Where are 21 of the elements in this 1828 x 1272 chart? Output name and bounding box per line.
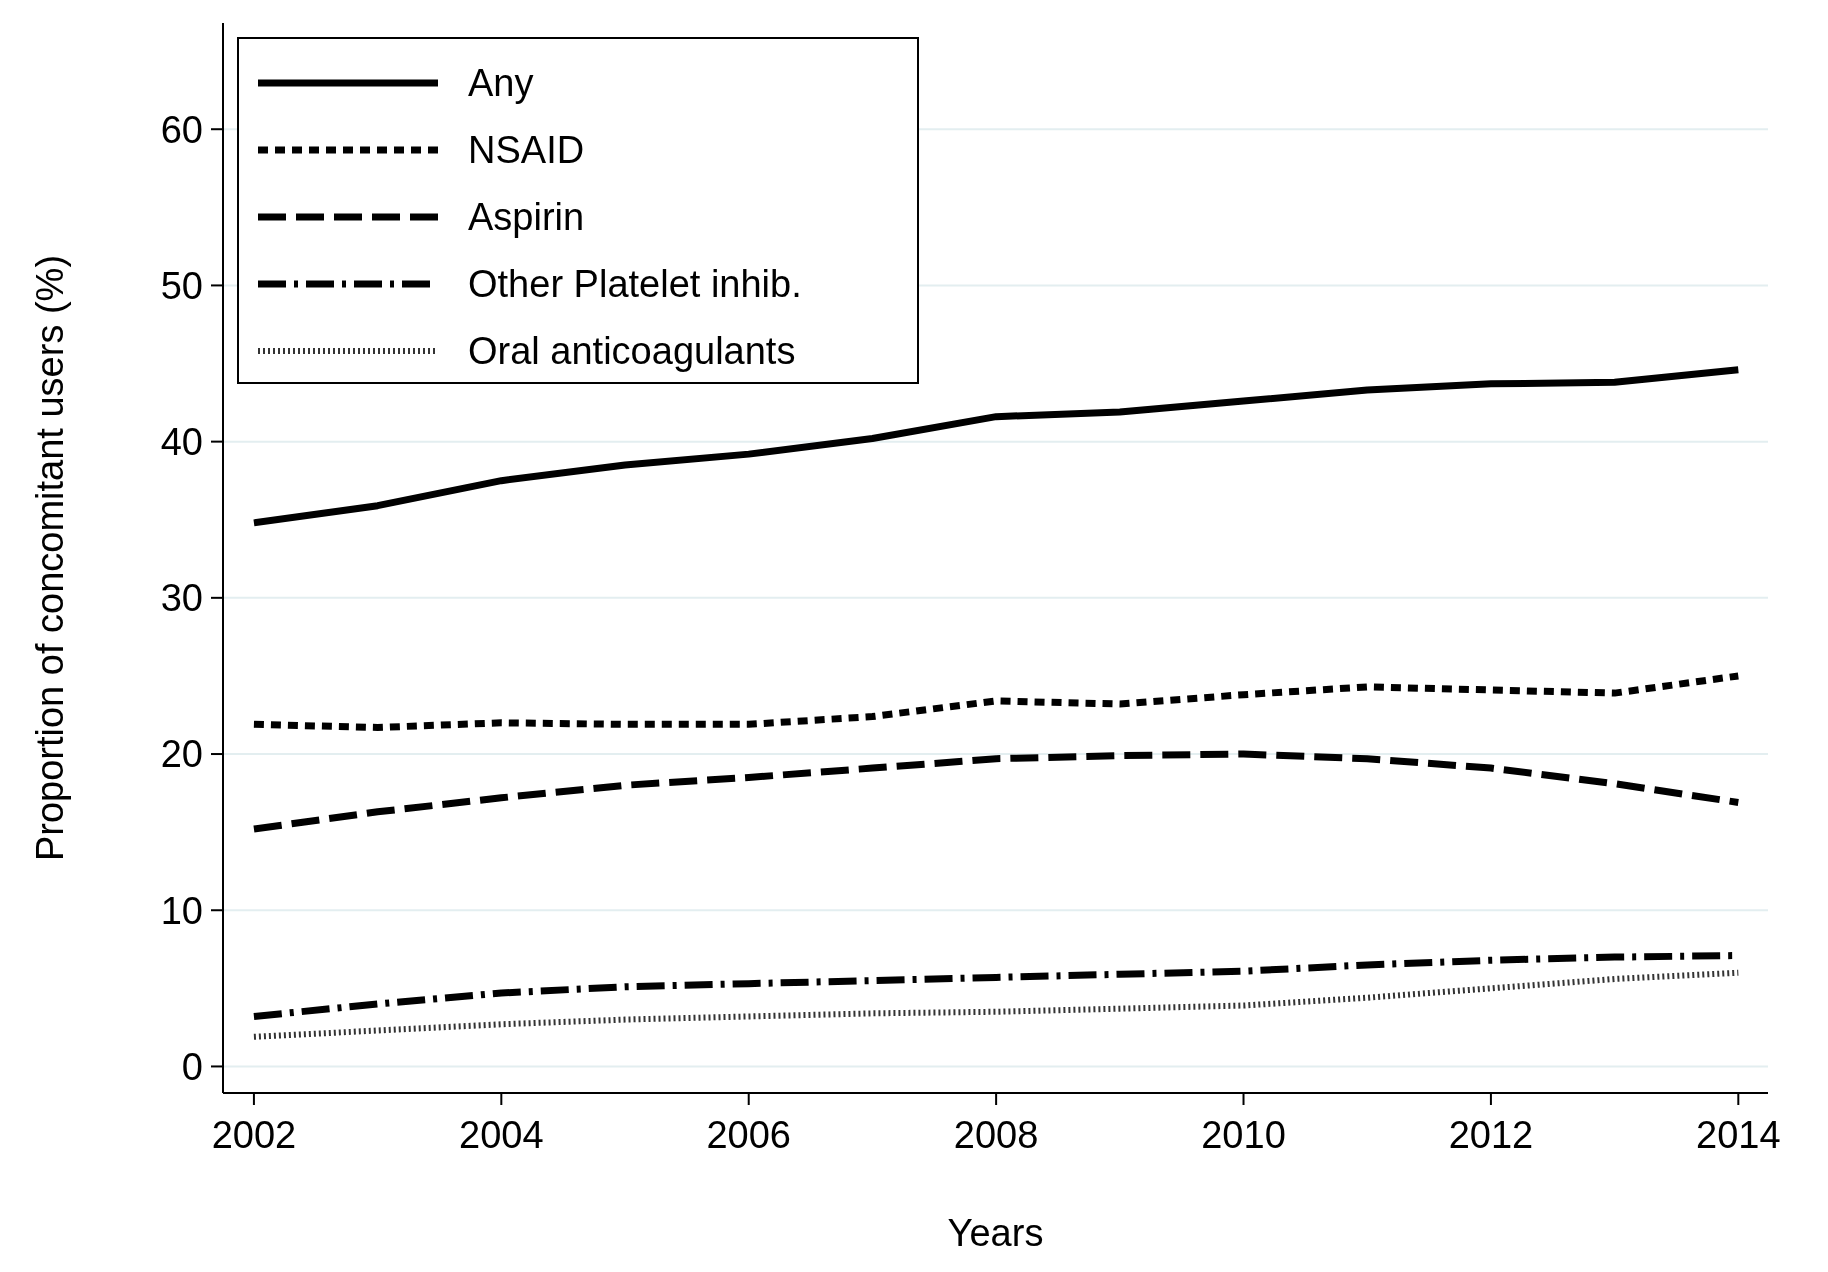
x-tick-label: 2004 [459,1114,544,1156]
y-tick-label: 30 [160,577,203,620]
x-tick-label: 2010 [1201,1114,1286,1156]
x-tick-label: 2012 [1448,1114,1534,1156]
x-tick-label: 2014 [1696,1114,1781,1156]
x-axis-title: Years [947,1212,1044,1254]
x-tick-label: 2006 [706,1114,791,1156]
y-axis-title: Proportion of concomitant users (%) [29,254,71,862]
y-tick-label: 40 [160,420,203,463]
legend-label: Aspirin [468,196,585,239]
y-tick-label: 60 [160,108,203,151]
y-tick-label: 20 [160,733,203,776]
y-tick-label: 10 [160,889,203,932]
legend-label: Oral anticoagulants [468,330,796,373]
x-tick-label: 2002 [211,1114,297,1156]
legend-label: NSAID [468,129,585,172]
y-tick-label: 0 [181,1045,203,1088]
x-tick-label: 2008 [953,1114,1039,1156]
legend-label: Other Platelet inhib. [468,263,802,306]
legend-label: Any [468,62,534,105]
y-tick-label: 50 [160,264,203,307]
